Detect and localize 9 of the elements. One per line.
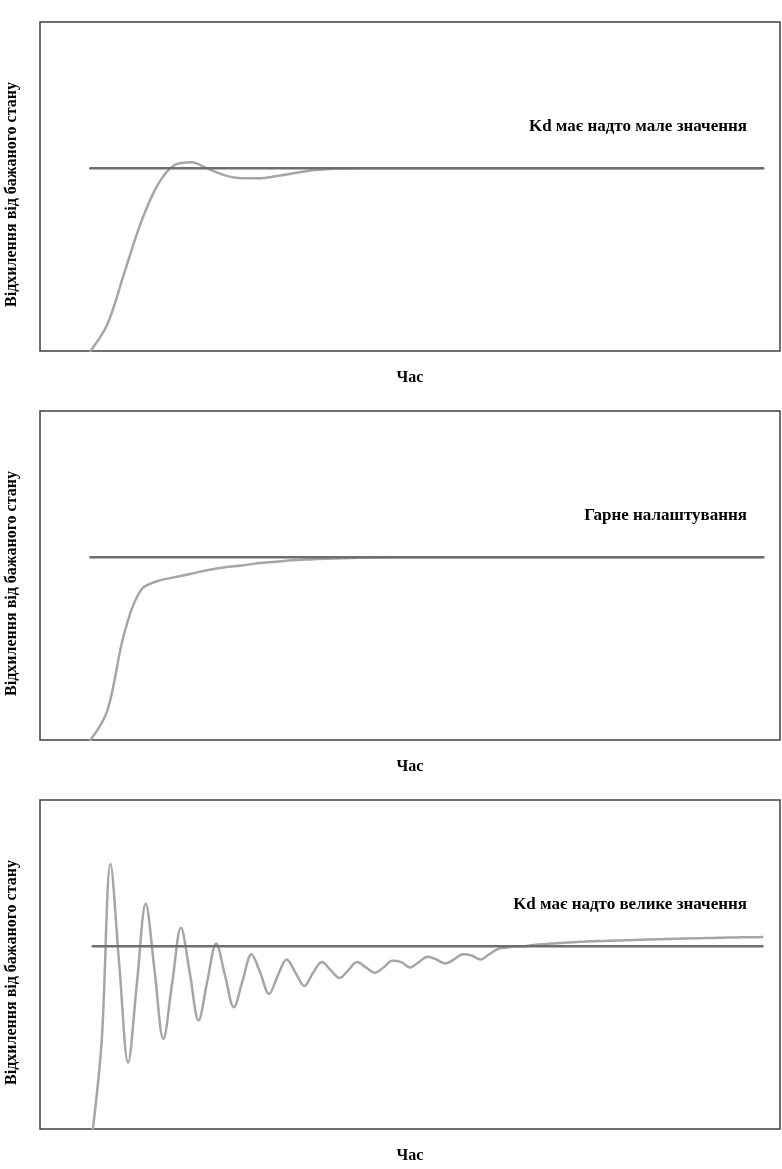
x-axis-title: Час bbox=[396, 1145, 424, 1163]
chart-title: Гарне налаштування bbox=[584, 505, 747, 524]
chart-title: Kd має надто мале значення bbox=[528, 116, 748, 135]
x-axis-title: Час bbox=[396, 367, 424, 385]
y-axis-title: Відхилення від бажаного стану bbox=[1, 82, 20, 307]
y-axis-title: Відхилення від бажаного стану bbox=[1, 860, 20, 1085]
y-axis-title: Відхилення від бажаного стану bbox=[1, 471, 20, 696]
x-axis-title: Час bbox=[396, 756, 424, 774]
text: Kd має надто велике значення bbox=[513, 894, 748, 913]
